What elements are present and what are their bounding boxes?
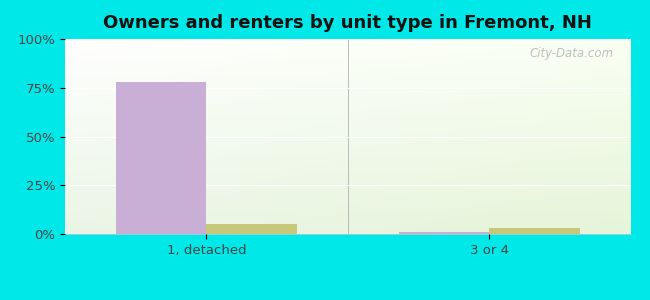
Text: City-Data.com: City-Data.com (529, 47, 614, 60)
Bar (398, 232, 489, 234)
Bar (207, 224, 297, 234)
Title: Owners and renters by unit type in Fremont, NH: Owners and renters by unit type in Fremo… (103, 14, 592, 32)
Bar (116, 82, 207, 234)
Bar (489, 228, 580, 234)
Legend: Owner occupied units, Renter occupied units: Owner occupied units, Renter occupied un… (171, 295, 525, 300)
